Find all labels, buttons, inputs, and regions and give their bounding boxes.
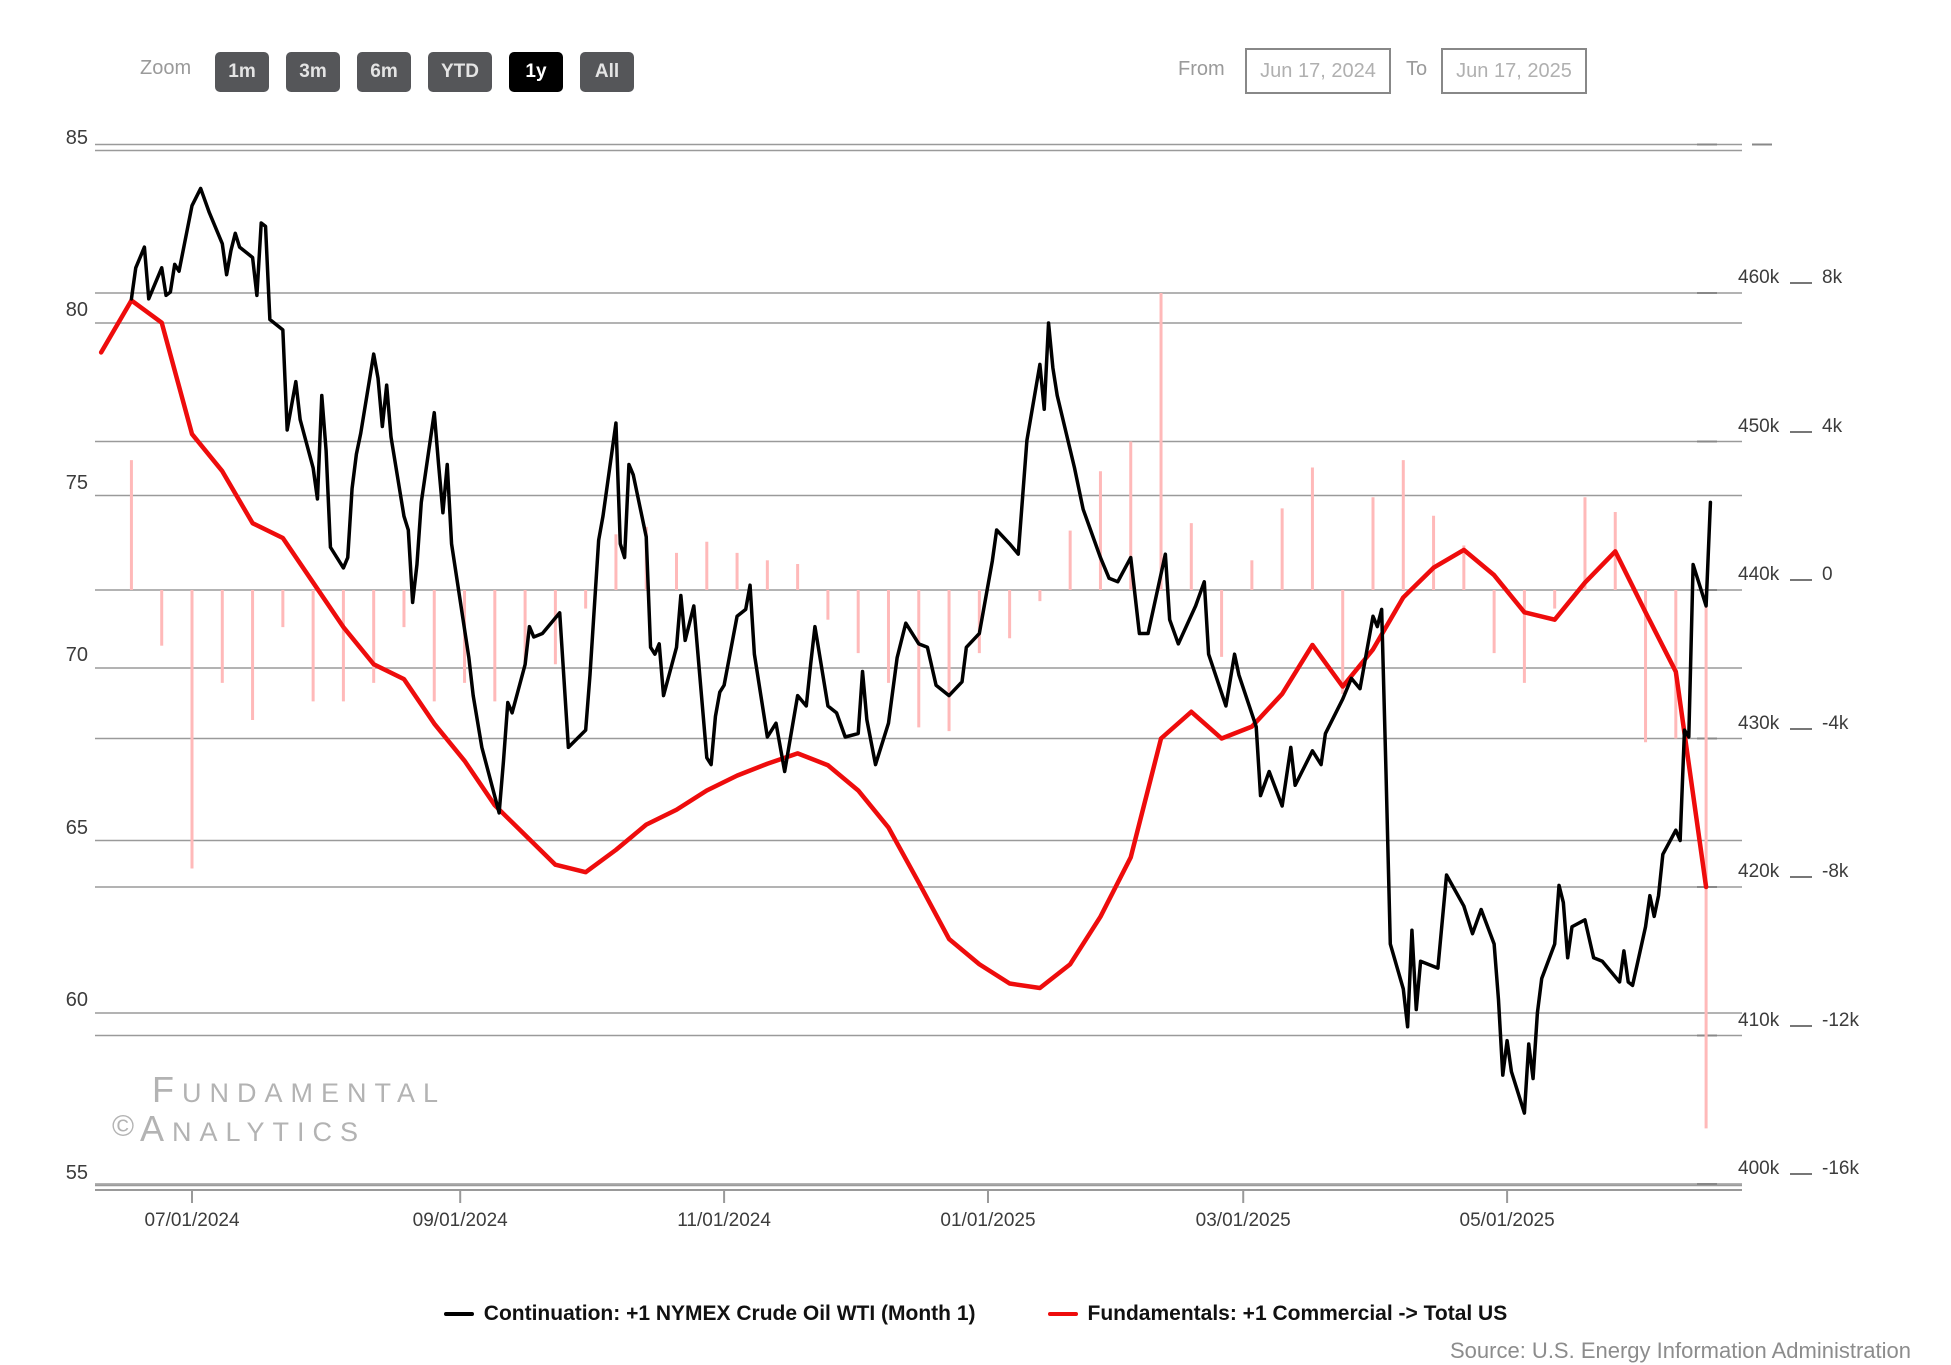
axis-tick-dash: [1790, 579, 1812, 581]
zoom-button-1m[interactable]: 1m: [215, 52, 269, 92]
date-axis-label-01/01/2025: 01/01/2025: [940, 1210, 1036, 1231]
right-axis-label-row-410k: 410k -12k: [1738, 1010, 1859, 1032]
price-axis-label-65: 65: [65, 816, 88, 839]
price-axis-label-85: 85: [65, 126, 88, 149]
zoom-button-ytd[interactable]: YTD: [428, 52, 492, 92]
change-axis-label--16k: -16k: [1822, 1158, 1859, 1179]
change-axis-label--8k: -8k: [1822, 861, 1849, 882]
legend-dash-icon: [443, 1312, 474, 1316]
axis-tick-dash: [1790, 1024, 1812, 1027]
from-label: From: [1178, 58, 1225, 80]
axis-tick-dash: [1790, 430, 1812, 433]
right-axis-label-row-400k: 400k -16k: [1738, 1158, 1859, 1180]
legend-label: Fundamentals: +1 Commercial -> Total US: [1087, 1302, 1508, 1325]
positions-axis-label-420k: 420k: [1738, 861, 1780, 882]
zoom-button-all[interactable]: All: [580, 52, 634, 92]
price-axis-label-60: 60: [65, 989, 88, 1011]
date-axis-label-03/01/2025: 03/01/2025: [1195, 1210, 1291, 1231]
to-date-input[interactable]: [1441, 48, 1587, 94]
legend: Continuation: +1 NYMEX Crude Oil WTI (Mo…: [0, 1302, 1951, 1326]
zoom-button-3m[interactable]: 3m: [286, 52, 340, 92]
right-axis-label-row-460k: 460k 8k: [1738, 267, 1842, 289]
zoom-button-6m[interactable]: 6m: [357, 52, 411, 92]
date-axis-label-05/01/2025: 05/01/2025: [1459, 1210, 1555, 1231]
date-axis-label-09/01/2024: 09/01/2024: [412, 1210, 508, 1231]
positions-axis-label-430k: 430k: [1738, 712, 1780, 734]
price-axis-label-55: 55: [65, 1161, 88, 1184]
positions-axis-label-460k: 460k: [1738, 267, 1780, 288]
right-axis-label-row-440k: 440k 0: [1738, 564, 1833, 586]
axis-tick-dash: [1790, 727, 1812, 730]
zoom-label: Zoom: [140, 57, 192, 79]
change-axis-label-0: 0: [1822, 564, 1833, 585]
source-credit: Source: U.S. Energy Information Administ…: [1450, 1338, 1911, 1363]
right-axis-label-row-430k: 430k -4k: [1738, 713, 1848, 735]
axis-tick-dash: [1790, 876, 1812, 878]
legend-item-commercial[interactable]: Fundamentals: +1 Commercial -> Total US: [1047, 1302, 1508, 1326]
zoom-button-1y[interactable]: 1y: [509, 52, 563, 92]
wti-price-line: [129, 186, 1713, 1115]
from-date-input[interactable]: [1245, 48, 1391, 94]
price-axis-label-70: 70: [65, 644, 88, 666]
zoom-button-group: 1m 3m 6m YTD 1y All: [215, 52, 634, 92]
commercial-positions-line: [98, 298, 1709, 991]
legend-item-wti[interactable]: Continuation: +1 NYMEX Crude Oil WTI (Mo…: [443, 1302, 976, 1326]
watermark-line2: Analytics: [140, 1108, 367, 1149]
positions-axis-label-450k: 450k: [1738, 415, 1780, 437]
watermark-line1: Fundamental: [152, 1069, 447, 1110]
price-axis-label-75: 75: [65, 471, 88, 494]
axis-tick-dash: [1790, 282, 1812, 284]
change-axis-label--12k: -12k: [1822, 1009, 1859, 1031]
positions-axis-label-410k: 410k: [1738, 1009, 1780, 1031]
legend-dash-icon: [1047, 1312, 1078, 1316]
right-axis-label-row-420k: 420k -8k: [1738, 861, 1848, 883]
change-axis-label-8k: 8k: [1822, 267, 1843, 288]
price-axis-label-80: 80: [65, 299, 88, 321]
positions-axis-label-440k: 440k: [1738, 564, 1780, 585]
change-axis-label-4k: 4k: [1822, 415, 1843, 437]
legend-label: Continuation: +1 NYMEX Crude Oil WTI (Mo…: [483, 1302, 976, 1325]
right-axis-label-row-450k: 450k 4k: [1738, 416, 1842, 438]
copyright-icon: ©: [112, 1110, 135, 1143]
positions-axis-label-400k: 400k: [1738, 1158, 1780, 1179]
axis-tick-dash: [1790, 1173, 1812, 1175]
change-axis-label--4k: -4k: [1822, 712, 1849, 734]
watermark: © Fundamental Analytics: [112, 1072, 446, 1150]
date-axis-label-07/01/2024: 07/01/2024: [144, 1210, 240, 1231]
date-axis-label-11/01/2024: 11/01/2024: [677, 1210, 771, 1231]
to-label: To: [1406, 58, 1428, 80]
